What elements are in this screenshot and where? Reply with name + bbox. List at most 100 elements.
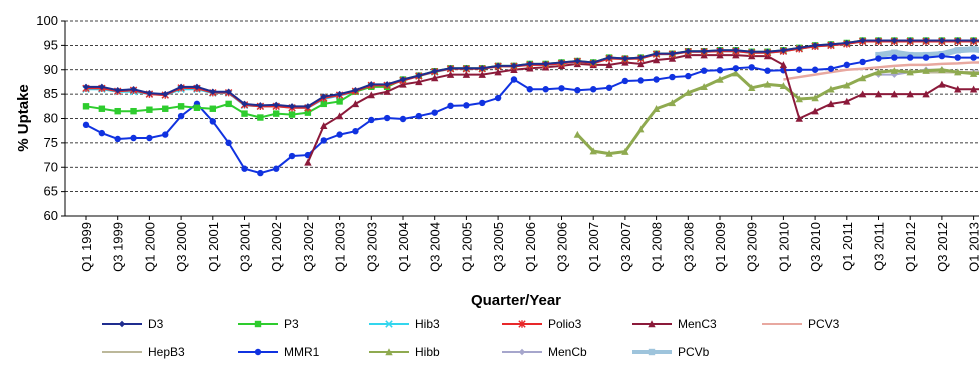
data-point [796,67,802,73]
data-point [194,105,200,111]
data-point [970,54,976,60]
data-point [130,135,136,141]
x-tick-label: Q1 2001 [206,222,221,272]
y-tick-label: 100 [36,13,58,28]
data-point [907,54,913,60]
data-point [649,349,655,355]
data-point [606,85,612,91]
x-tick-label: Q3 2012 [935,222,950,272]
y-tick-label: 95 [44,37,58,52]
x-tick-label: Q1 2008 [650,222,665,272]
legend-item-pcvb: PCVb [632,345,710,359]
legend-item-menc3: MenC3 [632,317,717,331]
data-point [162,106,168,112]
x-tick-label: Q3 2001 [238,222,253,272]
data-point [130,108,136,114]
x-tick-label: Q1 2005 [459,222,474,272]
x-tick-label: Q3 2011 [872,222,887,271]
legend-item-polio3: Polio3 [502,317,582,331]
y-tick-label: 90 [44,62,58,77]
legend-label: Hibb [415,345,440,359]
data-point [210,106,216,112]
data-point [542,86,548,92]
x-tick-label: Q1 2009 [713,222,728,272]
x-axis-title: Quarter/Year [471,292,561,309]
data-point [400,116,406,122]
legend-item-hib3: Hib3 [369,317,440,331]
y-tick-label: 85 [44,86,58,101]
legend-item-pcv3: PCV3 [762,317,840,331]
x-tick-label: Q3 2010 [808,222,823,272]
data-point [289,111,295,117]
data-point [447,103,453,109]
legend-item-hibb: Hibb [369,345,440,359]
x-tick-label: Q1 2012 [903,222,918,272]
data-point [273,166,279,172]
data-point [733,65,739,71]
data-point [590,86,596,92]
data-point [321,137,327,143]
x-tick-label: Q3 2007 [618,222,633,272]
data-point [289,153,295,159]
data-point [225,101,231,107]
data-point [257,170,263,176]
y-tick-label: 65 [44,184,58,199]
data-point [255,349,261,355]
legend-item-hepb3: HepB3 [102,345,185,359]
data-point [859,59,865,65]
data-point [479,100,485,106]
legend-item-mmr1: MMR1 [238,345,320,359]
data-point [939,53,945,59]
data-point [99,106,105,112]
x-tick-label: Q3 2009 [745,222,760,272]
data-point [336,131,342,137]
data-point [257,114,263,120]
x-tick-label: Q1 2011 [840,222,855,271]
x-tick-label: Q3 2004 [428,222,443,272]
y-tick-label: 75 [44,135,58,150]
data-point [115,136,121,142]
legend-label: P3 [284,317,299,331]
x-tick-label: Q3 2005 [491,222,506,272]
data-point [241,110,247,116]
data-point [384,115,390,121]
x-tick-label: Q1 2007 [586,222,601,272]
data-point [955,54,961,60]
legend-label: HepB3 [148,345,185,359]
data-point [146,107,152,113]
data-point [115,108,121,114]
data-point [83,103,89,109]
data-point [970,46,976,52]
legend-label: Polio3 [548,317,582,331]
data-point [178,113,184,119]
data-point [574,87,580,93]
data-point [83,122,89,128]
data-point [352,128,358,134]
data-point [764,68,770,74]
data-point [432,109,438,115]
data-point [923,54,929,60]
data-point [241,166,247,172]
data-point [622,78,628,84]
data-point [463,102,469,108]
data-point [638,77,644,83]
legend-label: PCV3 [808,317,840,331]
data-point [558,85,564,91]
y-tick-label: 70 [44,159,58,174]
legend-label: MenC3 [678,317,717,331]
y-axis-title: % Uptake [15,84,32,152]
x-tick-label: Q3 2006 [555,222,570,272]
data-point [844,62,850,68]
x-tick-label: Q1 1999 [79,222,94,272]
data-point [495,95,501,101]
legend-label: D3 [148,317,164,331]
data-point [717,67,723,73]
x-tick-label: Q1 2003 [333,222,348,272]
x-tick-label: Q3 2008 [681,222,696,272]
x-tick-label: Q1 2013 [967,222,979,272]
data-point [749,64,755,70]
legend-label: PCVb [678,345,710,359]
data-point [955,47,961,53]
